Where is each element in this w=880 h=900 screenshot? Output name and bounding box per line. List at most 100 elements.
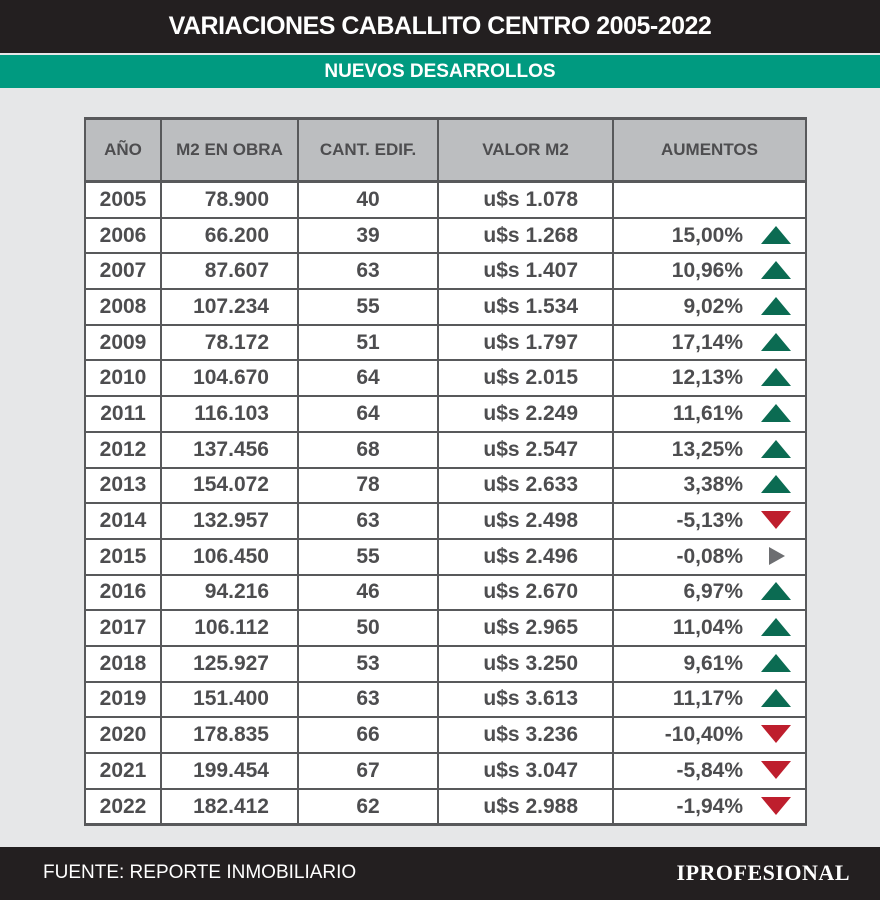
edif-cell: 68 bbox=[297, 431, 439, 469]
aumento-cell: 10,96% bbox=[612, 253, 807, 291]
table-row: 2011 116.103 64 u$s 2.249 11,61% bbox=[84, 396, 807, 433]
m2-cell: 78.900 bbox=[160, 181, 299, 219]
table-row: 2018 125.927 53 u$s 3.250 9,61% bbox=[84, 645, 807, 683]
year-cell: 2017 bbox=[84, 610, 162, 647]
year-cell: 2012 bbox=[84, 431, 162, 469]
edif-cell: 63 bbox=[297, 253, 439, 291]
aumento-cell: -0,08% bbox=[612, 538, 807, 576]
valor-cell: u$s 1.407 bbox=[437, 253, 614, 291]
aumento-cell: 9,02% bbox=[612, 289, 807, 326]
triangle-up-icon bbox=[761, 368, 791, 387]
edif-cell: 78 bbox=[297, 467, 439, 505]
aumento-value: 10,96% bbox=[671, 259, 743, 283]
aumento-cell: -5,84% bbox=[612, 753, 807, 790]
triangle-up-icon bbox=[761, 332, 791, 351]
valor-cell: u$s 1.534 bbox=[437, 289, 614, 326]
m2-cell: 151.400 bbox=[160, 681, 299, 719]
year-cell: 2010 bbox=[84, 360, 162, 398]
aumento-value: -10,40% bbox=[664, 723, 743, 747]
aumento-cell: -1,94% bbox=[612, 788, 807, 826]
edif-cell: 39 bbox=[297, 217, 439, 255]
m2-cell: 78.172 bbox=[160, 324, 299, 362]
aumento-value: -5,13% bbox=[676, 509, 743, 533]
edif-cell: 55 bbox=[297, 538, 439, 576]
triangle-up-icon bbox=[761, 582, 791, 601]
aumento-value: 13,25% bbox=[671, 437, 743, 461]
edif-cell: 50 bbox=[297, 610, 439, 647]
year-cell: 2006 bbox=[84, 217, 162, 255]
valor-cell: u$s 3.613 bbox=[437, 681, 614, 719]
aumento-cell: 3,38% bbox=[612, 467, 807, 505]
table-row: 2013 154.072 78 u$s 2.633 3,38% bbox=[84, 467, 807, 505]
valor-cell: u$s 2.547 bbox=[437, 431, 614, 469]
m2-cell: 154.072 bbox=[160, 467, 299, 505]
edif-cell: 64 bbox=[297, 396, 439, 433]
header-year: AÑO bbox=[84, 118, 162, 183]
year-cell: 2013 bbox=[84, 467, 162, 505]
m2-cell: 182.412 bbox=[160, 788, 299, 826]
valor-cell: u$s 3.250 bbox=[437, 645, 614, 683]
aumento-value: 11,04% bbox=[672, 616, 743, 640]
aumento-value: 6,97% bbox=[683, 580, 743, 604]
valor-cell: u$s 3.047 bbox=[437, 753, 614, 790]
triangle-up-icon bbox=[761, 403, 791, 422]
m2-cell: 94.216 bbox=[160, 574, 299, 612]
year-cell: 2022 bbox=[84, 788, 162, 826]
valor-cell: u$s 1.078 bbox=[437, 181, 614, 219]
aumento-value: 11,17% bbox=[672, 687, 743, 711]
triangle-up-icon bbox=[761, 261, 791, 280]
table-row: 2008 107.234 55 u$s 1.534 9,02% bbox=[84, 289, 807, 326]
aumento-value: 9,61% bbox=[683, 651, 743, 675]
valor-cell: u$s 2.965 bbox=[437, 610, 614, 647]
table-row: 2021 199.454 67 u$s 3.047 -5,84% bbox=[84, 753, 807, 790]
triangle-up-icon bbox=[761, 653, 791, 672]
header-cant-edif: CANT. EDIF. bbox=[297, 118, 439, 183]
valor-cell: u$s 2.498 bbox=[437, 503, 614, 540]
aumento-cell: 11,17% bbox=[612, 681, 807, 719]
table-row: 2012 137.456 68 u$s 2.547 13,25% bbox=[84, 431, 807, 469]
table-row: 2010 104.670 64 u$s 2.015 12,13% bbox=[84, 360, 807, 398]
year-cell: 2015 bbox=[84, 538, 162, 576]
table-row: 2009 78.172 51 u$s 1.797 17,14% bbox=[84, 324, 807, 362]
aumento-cell bbox=[612, 181, 807, 219]
year-cell: 2021 bbox=[84, 753, 162, 790]
year-cell: 2011 bbox=[84, 396, 162, 433]
aumento-cell: 6,97% bbox=[612, 574, 807, 612]
aumento-cell: 11,61% bbox=[612, 396, 807, 433]
page-title: VARIACIONES CABALLITO CENTRO 2005-2022 bbox=[0, 0, 880, 53]
triangle-up-icon bbox=[761, 296, 791, 315]
year-cell: 2005 bbox=[84, 181, 162, 219]
edif-cell: 63 bbox=[297, 503, 439, 540]
page-subtitle: NUEVOS DESARROLLOS bbox=[0, 55, 880, 88]
m2-cell: 116.103 bbox=[160, 396, 299, 433]
year-cell: 2018 bbox=[84, 645, 162, 683]
m2-cell: 178.835 bbox=[160, 717, 299, 754]
m2-cell: 132.957 bbox=[160, 503, 299, 540]
aumento-cell: 9,61% bbox=[612, 645, 807, 683]
triangle-up-icon bbox=[761, 225, 791, 244]
m2-cell: 107.234 bbox=[160, 289, 299, 326]
aumento-value: 15,00% bbox=[671, 223, 743, 247]
triangle-up-icon bbox=[761, 475, 791, 494]
header-valor-m2: VALOR M2 bbox=[437, 118, 614, 183]
valor-cell: u$s 2.249 bbox=[437, 396, 614, 433]
triangle-up-icon bbox=[761, 439, 791, 458]
edif-cell: 51 bbox=[297, 324, 439, 362]
table-row: 2005 78.900 40 u$s 1.078 bbox=[84, 181, 807, 219]
valor-cell: u$s 1.268 bbox=[437, 217, 614, 255]
triangle-right-icon bbox=[769, 546, 785, 565]
aumento-value: 9,02% bbox=[683, 294, 743, 318]
table-header-row: AÑO M2 EN OBRA CANT. EDIF. VALOR M2 AUME… bbox=[84, 118, 807, 183]
valor-cell: u$s 2.496 bbox=[437, 538, 614, 576]
year-cell: 2020 bbox=[84, 717, 162, 754]
triangle-down-icon bbox=[761, 760, 791, 779]
aumento-cell: 11,04% bbox=[612, 610, 807, 647]
triangle-down-icon bbox=[761, 725, 791, 744]
valor-cell: u$s 1.797 bbox=[437, 324, 614, 362]
aumento-cell: -10,40% bbox=[612, 717, 807, 754]
valor-cell: u$s 2.633 bbox=[437, 467, 614, 505]
valor-cell: u$s 3.236 bbox=[437, 717, 614, 754]
table-row: 2022 182.412 62 u$s 2.988 -1,94% bbox=[84, 788, 807, 826]
table-row: 2016 94.216 46 u$s 2.670 6,97% bbox=[84, 574, 807, 612]
m2-cell: 66.200 bbox=[160, 217, 299, 255]
